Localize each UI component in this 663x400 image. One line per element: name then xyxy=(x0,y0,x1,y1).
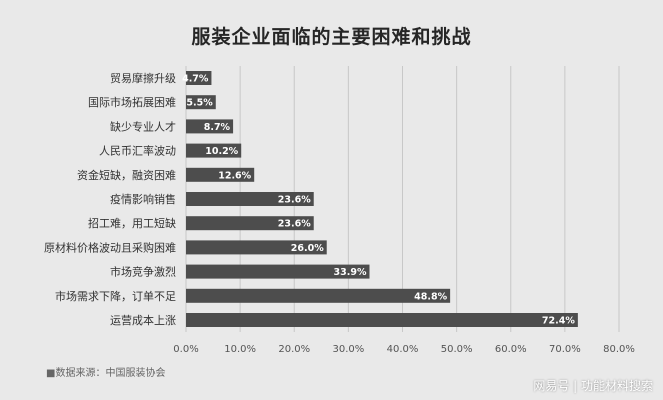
category-label: 招工难，用工短缺 xyxy=(88,216,176,230)
category-label: 缺少专业人才 xyxy=(110,119,176,133)
bar-value-label: 23.6% xyxy=(278,195,311,206)
bar-value-label: 10.2% xyxy=(205,146,238,157)
bars: 4.7% 5.5% 8.7% 10.2% 12.6% 23.6% 23.6% 26.0% 33.… xyxy=(182,71,578,327)
bar-value-label: 26.0% xyxy=(291,243,324,254)
x-axis-ticks: 0.0% 10.0% 20.0% 30.0% 40.0% 50.0% 60.0% 70.0% 8… xyxy=(173,344,635,355)
bar xyxy=(186,240,327,255)
bar-value-label: 72.4% xyxy=(542,316,575,327)
bar xyxy=(186,216,314,231)
category-label: 原材料价格波动且采购困难 xyxy=(44,240,176,254)
x-tick-label: 70.0% xyxy=(549,344,581,355)
bar-value-label: 33.9% xyxy=(334,267,367,278)
bar xyxy=(186,95,216,110)
bar-value-label: 5.5% xyxy=(186,98,213,109)
category-label: 资金短缺，融资困难 xyxy=(77,168,176,182)
chart-title: 服装企业面临的主要困难和挑战 xyxy=(191,26,472,48)
category-label: 疫情影响销售 xyxy=(110,192,176,206)
category-labels: 贸易摩擦升级国际市场拓展困难缺少专业人才人民币汇率波动资金短缺，融资困难疫情影响… xyxy=(44,71,176,327)
bar xyxy=(186,288,451,303)
category-label: 人民币汇率波动 xyxy=(99,144,176,158)
x-tick-label: 20.0% xyxy=(278,344,310,355)
bar-value-label: 8.7% xyxy=(204,122,231,133)
category-label: 贸易摩擦升级 xyxy=(110,71,176,85)
bar xyxy=(186,119,234,134)
bar xyxy=(186,264,370,279)
category-label: 运营成本上涨 xyxy=(110,313,176,327)
x-tick-label: 40.0% xyxy=(387,344,419,355)
bar-value-label: 12.6% xyxy=(218,170,251,181)
watermark: 网易号 | 功能材料搜索 xyxy=(533,379,653,393)
bar xyxy=(186,71,212,85)
x-tick-label: 0.0% xyxy=(173,344,198,355)
category-label: 市场需求下降，订单不足 xyxy=(55,289,176,303)
bar xyxy=(186,143,242,158)
source-note: ■数据来源：中国服装协会 xyxy=(46,368,166,379)
x-tick-label: 80.0% xyxy=(603,344,635,355)
category-label: 国际市场拓展困难 xyxy=(88,95,176,109)
x-tick-label: 30.0% xyxy=(332,344,364,355)
bar xyxy=(186,192,314,206)
bar-value-label: 48.8% xyxy=(414,291,447,302)
x-tick-label: 50.0% xyxy=(441,344,473,355)
category-label: 市场竞争激烈 xyxy=(110,265,176,279)
x-tick-label: 10.0% xyxy=(224,344,256,355)
bar-value-label: 23.6% xyxy=(278,219,311,230)
bar xyxy=(186,167,255,182)
x-tick-label: 60.0% xyxy=(495,344,527,355)
bar-value-label: 4.7% xyxy=(182,74,209,85)
bar xyxy=(186,313,578,327)
